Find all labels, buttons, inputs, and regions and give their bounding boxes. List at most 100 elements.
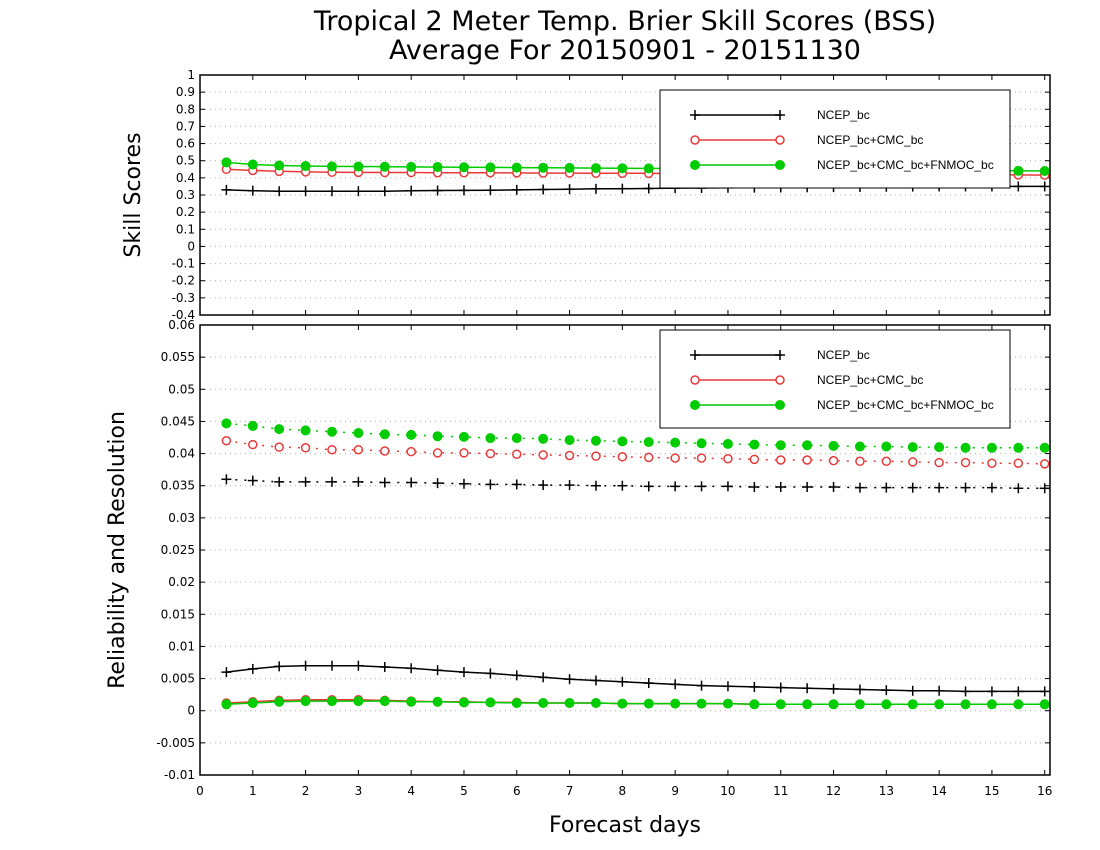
data-point xyxy=(907,699,918,710)
legend-marker xyxy=(775,135,785,145)
data-point xyxy=(696,698,707,709)
chart-subtitle: Average For 20150901 - 20151130 xyxy=(389,35,861,66)
data-point xyxy=(247,159,258,170)
y-tick-label: 0 xyxy=(187,239,195,253)
data-point xyxy=(907,685,918,696)
data-point xyxy=(960,482,971,493)
y-tick-label: 0.01 xyxy=(168,639,195,653)
data-point xyxy=(590,675,601,686)
data-point xyxy=(538,162,549,173)
x-tick-label: 12 xyxy=(826,784,841,798)
legend-box xyxy=(659,89,1011,189)
data-point xyxy=(828,455,839,466)
data-point xyxy=(406,446,416,457)
data-point xyxy=(775,482,786,492)
data-point xyxy=(828,440,839,451)
data-point xyxy=(300,696,311,707)
y-tick-label: 0.04 xyxy=(168,447,195,461)
y-tick-label: -0.4 xyxy=(172,308,195,322)
data-point xyxy=(538,433,549,444)
skill-scores-axis-label: Skill Scores xyxy=(121,132,146,257)
data-point xyxy=(485,433,496,444)
data-point xyxy=(511,698,522,708)
plot-frame xyxy=(199,324,1051,776)
data-point xyxy=(247,420,258,431)
legend-marker xyxy=(690,160,700,170)
data-point xyxy=(1013,483,1024,494)
legend-label: NCEP_bc xyxy=(817,348,870,362)
data-point xyxy=(960,699,971,710)
x-tick-label: 9 xyxy=(671,784,679,798)
y-tick-label: 0.035 xyxy=(161,479,195,493)
data-point xyxy=(247,663,258,674)
legend: NCEP_bc NCEP_bc+CMC_bc NCEP_bc+CMC_bc+FNMO… xyxy=(659,329,1011,429)
data-point xyxy=(987,458,997,468)
data-point xyxy=(934,699,945,710)
data-point xyxy=(802,440,813,451)
legend-box xyxy=(659,329,1011,429)
data-point xyxy=(960,457,971,468)
data-point xyxy=(432,162,443,173)
data-point xyxy=(432,665,443,676)
data-point xyxy=(458,697,469,708)
y-tick-label: 0.9 xyxy=(176,85,195,99)
y-tick-label: 0.5 xyxy=(176,154,195,168)
data-point xyxy=(538,450,548,460)
y-tick-label: 0.4 xyxy=(176,171,195,185)
data-point xyxy=(802,699,813,710)
data-point xyxy=(274,442,284,452)
data-point xyxy=(221,157,232,168)
data-point xyxy=(617,183,628,194)
data-point xyxy=(458,478,469,489)
data-point xyxy=(617,452,628,462)
x-axis-label: Forecast days xyxy=(549,813,701,838)
data-point xyxy=(511,433,522,444)
x-tick-label: 16 xyxy=(1037,784,1052,798)
data-point xyxy=(564,184,575,195)
data-point xyxy=(432,478,443,489)
data-point xyxy=(353,660,364,671)
data-point xyxy=(406,696,417,707)
skill-scores-panel: 1 0.9 0.8 0.7 0.6 0.5 0.4 0.3 0.2 0.1 0 -0.1 -0.2 -0.… xyxy=(172,68,1051,322)
data-point xyxy=(881,441,892,452)
data-point xyxy=(564,480,575,491)
data-point xyxy=(458,431,469,442)
legend-marker xyxy=(775,375,785,385)
data-point xyxy=(907,482,918,493)
x-tick-label: 1 xyxy=(249,784,257,798)
y-tick-label: 0.05 xyxy=(168,382,195,396)
legend-marker xyxy=(775,400,785,410)
data-point xyxy=(326,696,337,707)
data-point xyxy=(326,476,337,487)
data-point xyxy=(432,696,443,707)
data-point xyxy=(617,436,628,447)
data-point xyxy=(591,451,601,461)
data-point xyxy=(379,696,390,707)
y-tick-label: 0.005 xyxy=(161,672,195,686)
data-point xyxy=(802,482,813,492)
data-point xyxy=(274,186,285,197)
data-point xyxy=(379,186,390,197)
data-point xyxy=(881,699,892,710)
data-point xyxy=(221,435,232,446)
data-point xyxy=(723,453,733,464)
data-point xyxy=(353,161,364,172)
data-point xyxy=(749,482,760,492)
data-point xyxy=(1039,686,1050,697)
data-point xyxy=(749,699,760,710)
y-tick-label: 0.1 xyxy=(176,222,195,236)
data-point xyxy=(907,457,918,467)
data-point xyxy=(722,481,733,492)
data-point xyxy=(353,476,364,487)
data-point xyxy=(881,482,892,493)
legend-marker xyxy=(775,160,785,170)
data-point xyxy=(221,418,232,429)
data-point xyxy=(406,663,417,674)
data-point xyxy=(696,438,707,449)
x-tick-label: 11 xyxy=(773,784,788,798)
y-tick-label: 0.2 xyxy=(176,205,195,219)
data-point xyxy=(1039,483,1050,494)
data-point xyxy=(380,446,390,456)
data-point xyxy=(538,184,549,195)
